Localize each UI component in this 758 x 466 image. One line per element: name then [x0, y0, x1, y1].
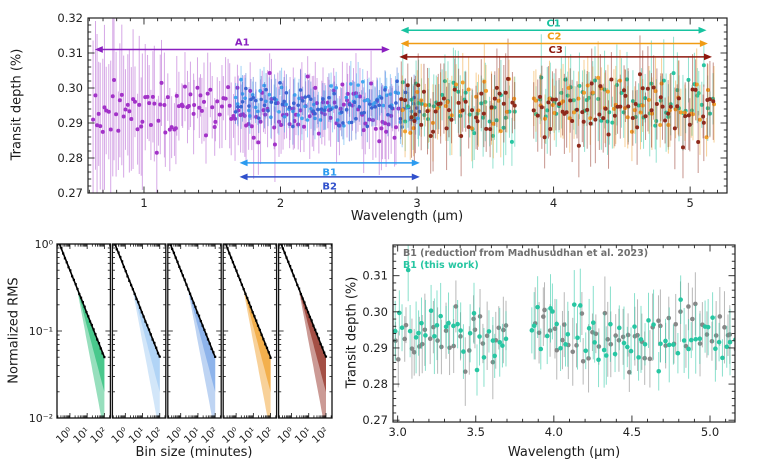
svg-text:3.0: 3.0: [389, 425, 407, 439]
svg-text:10⁰: 10⁰: [35, 238, 54, 251]
svg-text:1: 1: [140, 196, 147, 210]
svg-text:4.0: 4.0: [545, 425, 563, 439]
svg-text:10²: 10²: [310, 425, 331, 446]
axis-tick-labels: 3.0 3.5 4.0 4.5 5.0 0.27 0.28 0.29 0.30 0.31: [362, 269, 719, 439]
svg-text:0.28: 0.28: [362, 377, 388, 391]
annotation-C2: C2: [400, 32, 708, 47]
annotation-C1: C1: [400, 18, 707, 34]
svg-text:0.27: 0.27: [57, 186, 83, 200]
svg-text:0.29: 0.29: [57, 116, 83, 130]
svg-text:0.31: 0.31: [57, 46, 83, 60]
rms-ytick-labels: 10⁰ 10⁻¹ 10⁻²: [29, 238, 54, 425]
svg-text:4.5: 4.5: [623, 425, 641, 439]
transmission-spectrum-chart: 1 2 3 4 5 0.27 0.28 0.29 0.30 0.31 0.32 A1 C1 C2 C3 B1 B…: [57, 11, 728, 210]
svg-text:0.32: 0.32: [57, 11, 83, 25]
axis-tick-labels: 1 2 3 4 5 0.27 0.28 0.29 0.30 0.31 0.32: [57, 11, 693, 210]
svg-text:5: 5: [686, 196, 693, 210]
svg-text:10²: 10²: [199, 425, 220, 446]
series-C3: [399, 35, 716, 179]
rms-x-axis-label: Bin size (minutes): [135, 445, 253, 460]
comparison-y-axis-label: Transit depth (%): [344, 276, 360, 389]
svg-text:0.29: 0.29: [362, 341, 388, 355]
annotation-label-C1: C1: [546, 18, 560, 29]
annotation-B2: B2: [239, 173, 420, 192]
svg-text:0.27: 0.27: [362, 413, 388, 427]
annotation-A1: A1: [94, 38, 390, 53]
comparison-x-axis-label: Wavelength (μm): [507, 445, 621, 460]
svg-text:10²: 10²: [88, 425, 109, 446]
b1-comparison-chart: 3.0 3.5 4.0 4.5 5.0 0.27 0.28 0.29 0.30 0.31: [362, 244, 736, 439]
top-x-axis-label: Wavelength (μm): [350, 209, 464, 224]
rms-y-axis-label: Normalized RMS: [6, 277, 22, 384]
svg-text:3.5: 3.5: [467, 425, 485, 439]
axis-ticks: [88, 17, 727, 194]
svg-text:2: 2: [277, 196, 284, 210]
svg-text:3: 3: [413, 196, 420, 210]
legend-entry-reduction-madhusudhan: B1 (reduction from Madhusudhan et al. 20…: [403, 248, 649, 259]
annotation-label-C3: C3: [548, 45, 562, 56]
svg-text:5.0: 5.0: [701, 425, 719, 439]
annotation-B1: B1: [239, 159, 420, 178]
annotation-label-B1: B1: [322, 167, 337, 178]
axis-ticks: [393, 245, 735, 422]
annotation-label-B2: B2: [322, 181, 337, 192]
annotation-C3: C3: [399, 45, 712, 61]
series-C2: [400, 41, 717, 162]
svg-text:10⁻²: 10⁻²: [29, 412, 53, 425]
svg-text:0.28: 0.28: [57, 151, 83, 165]
series-A1: [91, 18, 401, 193]
svg-text:0.31: 0.31: [362, 269, 388, 283]
top-y-axis-label: Transit depth (%): [9, 48, 25, 161]
svg-text:0.30: 0.30: [362, 305, 388, 319]
legend-entry-this-work: B1 (this work): [403, 260, 479, 271]
svg-text:10²: 10²: [144, 425, 165, 446]
annotation-label-A1: A1: [235, 38, 250, 49]
axes-frame: [87, 17, 728, 194]
svg-text:4: 4: [550, 196, 557, 210]
annotation-label-C2: C2: [547, 32, 561, 43]
svg-text:10²: 10²: [254, 425, 275, 446]
series-B1-this-work: [393, 245, 735, 396]
svg-text:10⁻¹: 10⁻¹: [29, 325, 53, 338]
svg-text:0.30: 0.30: [57, 81, 83, 95]
